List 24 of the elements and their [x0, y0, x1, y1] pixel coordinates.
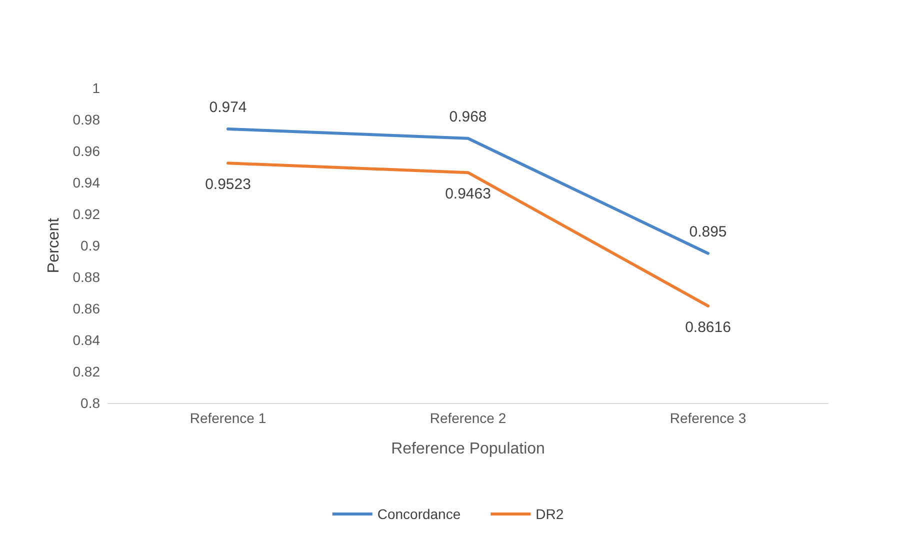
y-tick-label: 0.86 [72, 300, 100, 316]
x-axis-title: Reference Population [391, 440, 545, 458]
x-tick-label: Reference 3 [670, 410, 746, 426]
y-tick-label: 0.84 [72, 332, 100, 348]
x-tick-label: Reference 2 [430, 410, 506, 426]
y-tick-label: 0.9 [80, 238, 100, 254]
data-label: 0.9523 [205, 176, 251, 194]
y-tick-label: 0.94 [72, 174, 100, 190]
legend-label: Concordance [377, 506, 461, 522]
data-label: 0.968 [449, 108, 487, 126]
y-tick-label: 0.88 [72, 269, 100, 285]
y-tick-label: 0.8 [80, 395, 100, 411]
y-tick-label: 0.82 [72, 364, 100, 380]
legend-label: DR2 [536, 506, 564, 522]
y-axis-title: Percent [45, 217, 62, 274]
data-label: 0.895 [689, 223, 727, 240]
y-tick-label: 0.92 [72, 206, 100, 222]
data-label: 0.8616 [685, 318, 731, 336]
x-tick-label: Reference 1 [190, 410, 266, 426]
y-tick-label: 0.96 [72, 143, 100, 159]
y-tick-label: 1 [92, 80, 100, 96]
data-label: 0.9463 [445, 186, 491, 203]
data-label: 0.974 [209, 98, 247, 116]
y-tick-label: 0.98 [72, 112, 100, 128]
